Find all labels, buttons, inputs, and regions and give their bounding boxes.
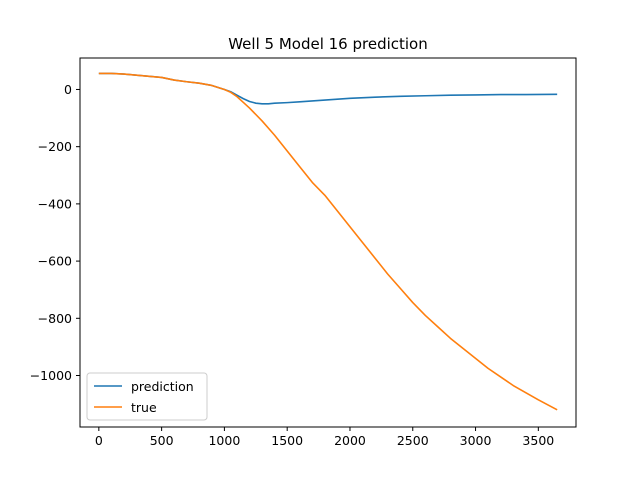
x-tick-label: 0 [95, 433, 103, 448]
x-tick-label: 2000 [334, 433, 366, 448]
legend: prediction true [86, 372, 208, 421]
x-axis-ticks: 0 500 1000 1500 2000 2500 3000 3500 [95, 427, 554, 448]
y-axis-ticks: 0 −200 −400 −600 −800 −1000 [30, 82, 80, 383]
y-tick-label: −200 [38, 139, 72, 154]
y-tick-label: −600 [38, 254, 72, 269]
x-tick-label: 3000 [460, 433, 492, 448]
y-tick-label: −1000 [30, 368, 72, 383]
y-tick-label: −400 [38, 196, 72, 211]
x-tick-label: 500 [150, 433, 174, 448]
chart-title: Well 5 Model 16 prediction [228, 35, 428, 53]
x-tick-label: 1500 [271, 433, 303, 448]
y-tick-label: −800 [38, 311, 72, 326]
x-tick-label: 1000 [208, 433, 240, 448]
legend-label-prediction: prediction [131, 379, 194, 394]
plot-frame [79, 57, 577, 428]
x-tick-label: 2500 [397, 433, 429, 448]
legend-box [86, 372, 208, 421]
series-line-true [98, 72, 558, 411]
series-layer [98, 72, 558, 411]
legend-label-true: true [131, 400, 157, 415]
x-tick-label: 3500 [522, 433, 554, 448]
y-tick-label: 0 [64, 82, 72, 97]
